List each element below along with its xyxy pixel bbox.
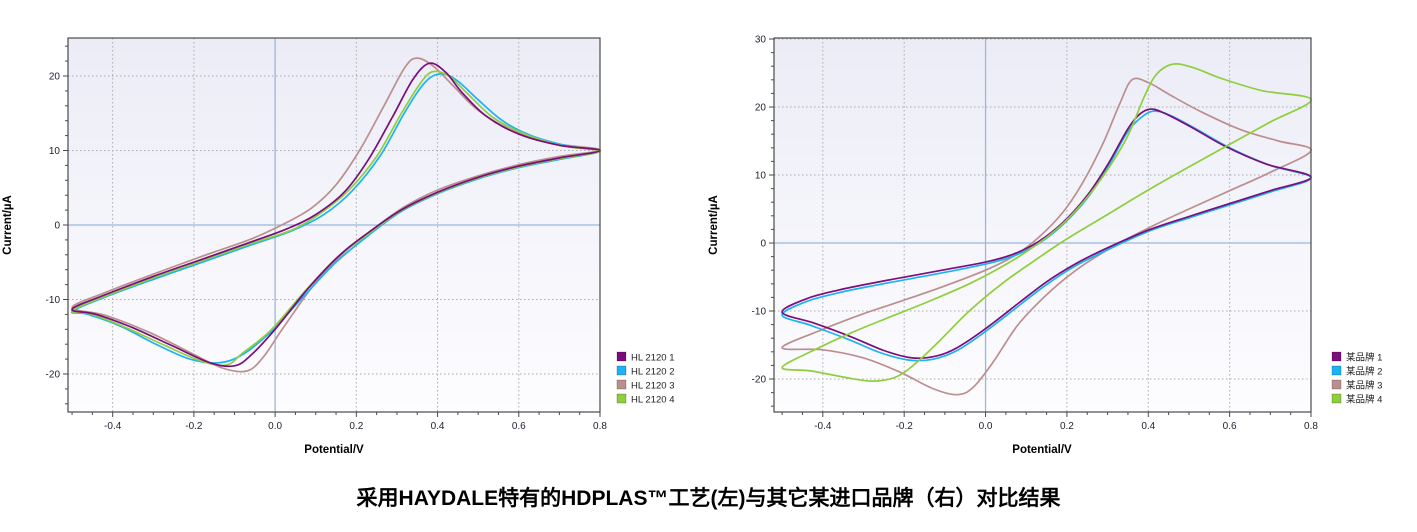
legend-swatch <box>1331 365 1342 376</box>
x-tick-label: -0.2 <box>896 421 914 432</box>
plot-border <box>773 37 1312 413</box>
y-axis-title: Current/µA <box>708 195 720 255</box>
y-tick-label: 0 <box>54 221 60 232</box>
legend-swatch <box>616 379 627 390</box>
y-tick-label: 20 <box>49 71 61 82</box>
legend-item: 某品牌 4 <box>1331 393 1382 406</box>
plot-border <box>67 37 601 413</box>
x-axis-title: Potential/V <box>304 444 364 456</box>
legend-label: 某品牌 2 <box>1346 366 1382 378</box>
y-tick-label: 30 <box>755 35 767 46</box>
x-tick-label: 0.2 <box>1060 421 1074 432</box>
y-tick-label: -20 <box>752 375 767 386</box>
legend-item: HL 2120 2 <box>616 365 675 378</box>
x-tick-label: -0.4 <box>814 421 832 432</box>
x-tick-label: -0.4 <box>104 421 122 432</box>
curve-某品牌-1 <box>781 108 1312 360</box>
legend-item: 某品牌 1 <box>1331 351 1382 364</box>
legend-label: HL 2120 4 <box>631 395 675 406</box>
legend-label: 某品牌 4 <box>1346 394 1382 406</box>
figure-caption: 采用HAYDALE特有的HDPLAS™工艺(左)与其它某进口品牌（右）对比结果 <box>356 487 1061 510</box>
legend-item: 某品牌 2 <box>1331 365 1382 378</box>
x-tick-label: 0.0 <box>268 421 282 432</box>
legend-item: HL 2120 4 <box>616 393 675 406</box>
x-tick-label: 0.0 <box>979 421 993 432</box>
x-tick-label: 0.2 <box>349 421 363 432</box>
legend-swatch <box>1331 379 1342 390</box>
y-tick-label: -10 <box>752 307 767 318</box>
x-tick-label: 0.8 <box>593 421 607 432</box>
x-tick-label: -0.2 <box>185 421 203 432</box>
legend-swatch <box>616 393 627 404</box>
curve-某品牌-4 <box>781 63 1312 382</box>
x-tick-label: 0.6 <box>1223 421 1237 432</box>
y-tick-label: 10 <box>49 146 61 157</box>
legend-item: 某品牌 3 <box>1331 379 1382 392</box>
x-tick-label: 0.8 <box>1304 421 1318 432</box>
legend-item: HL 2120 3 <box>616 379 675 392</box>
legend-label: 某品牌 3 <box>1346 380 1382 392</box>
legend-swatch <box>1331 351 1342 362</box>
y-tick-label: 20 <box>755 103 767 114</box>
legend-swatch <box>1331 393 1342 404</box>
legend-item: HL 2120 1 <box>616 351 675 364</box>
y-tick-label: -20 <box>46 370 61 381</box>
legend-label: HL 2120 1 <box>631 353 675 364</box>
x-tick-label: 0.4 <box>1141 421 1155 432</box>
x-axis-title: Potential/V <box>1012 444 1072 456</box>
legend-label: HL 2120 2 <box>631 367 675 378</box>
y-tick-label: 0 <box>760 239 766 250</box>
curve-某品牌-3 <box>781 77 1312 396</box>
legend-label: 某品牌 1 <box>1346 352 1382 364</box>
y-axis-title: Current/µA <box>2 195 14 255</box>
plot-area <box>774 38 1311 412</box>
legend-swatch <box>616 351 627 362</box>
curve-hl-2120-1 <box>71 62 601 368</box>
y-tick-label: 10 <box>755 171 767 182</box>
curve-hl-2120-3 <box>71 57 601 373</box>
x-tick-label: 0.4 <box>431 421 445 432</box>
y-tick-label: -10 <box>46 295 61 306</box>
legend-swatch <box>616 365 627 376</box>
legend-label: HL 2120 3 <box>631 381 675 392</box>
x-tick-label: 0.6 <box>512 421 526 432</box>
